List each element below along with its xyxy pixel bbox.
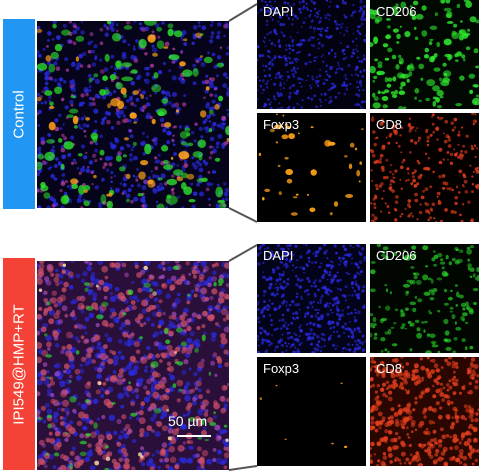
cd206-micrograph	[370, 0, 479, 109]
merged-micrograph	[37, 261, 229, 470]
panel-foxp3-treatment: Foxp3	[257, 357, 366, 466]
panel-cd206-control: CD206	[370, 0, 479, 109]
dapi-micrograph	[257, 244, 366, 353]
group-label-control: Control	[3, 19, 35, 209]
dapi-micrograph	[257, 0, 366, 109]
group-label-treatment: IPI549@HMP+RT	[3, 258, 35, 470]
scale-bar-label: 50 µm	[168, 413, 208, 429]
foxp3-micrograph	[257, 357, 366, 466]
cd206-micrograph	[370, 244, 479, 353]
merged-micrograph	[37, 21, 229, 208]
cd8-micrograph	[370, 113, 479, 222]
panel-cd8-control: CD8	[370, 113, 479, 222]
panel-cd206-treatment: CD206	[370, 244, 479, 353]
callout-line-treatment-bottom	[228, 465, 258, 471]
panel-dapi-control: DAPI	[257, 0, 366, 109]
group-label-text: IPI549@HMP+RT	[10, 303, 28, 425]
foxp3-micrograph	[257, 113, 366, 222]
merged-image-control	[37, 21, 229, 208]
panel-dapi-treatment: DAPI	[257, 244, 366, 353]
panel-foxp3-control: Foxp3	[257, 113, 366, 222]
panel-cd8-treatment: CD8	[370, 357, 479, 466]
merged-image-treatment: 50 µm	[37, 261, 229, 470]
callout-line-treatment-top	[228, 244, 258, 262]
cd8-micrograph	[370, 357, 479, 466]
callout-line-control-top	[228, 3, 258, 22]
group-label-text: Control	[10, 89, 28, 139]
callout-line-control-bottom	[228, 207, 258, 223]
scale-bar	[177, 435, 211, 437]
